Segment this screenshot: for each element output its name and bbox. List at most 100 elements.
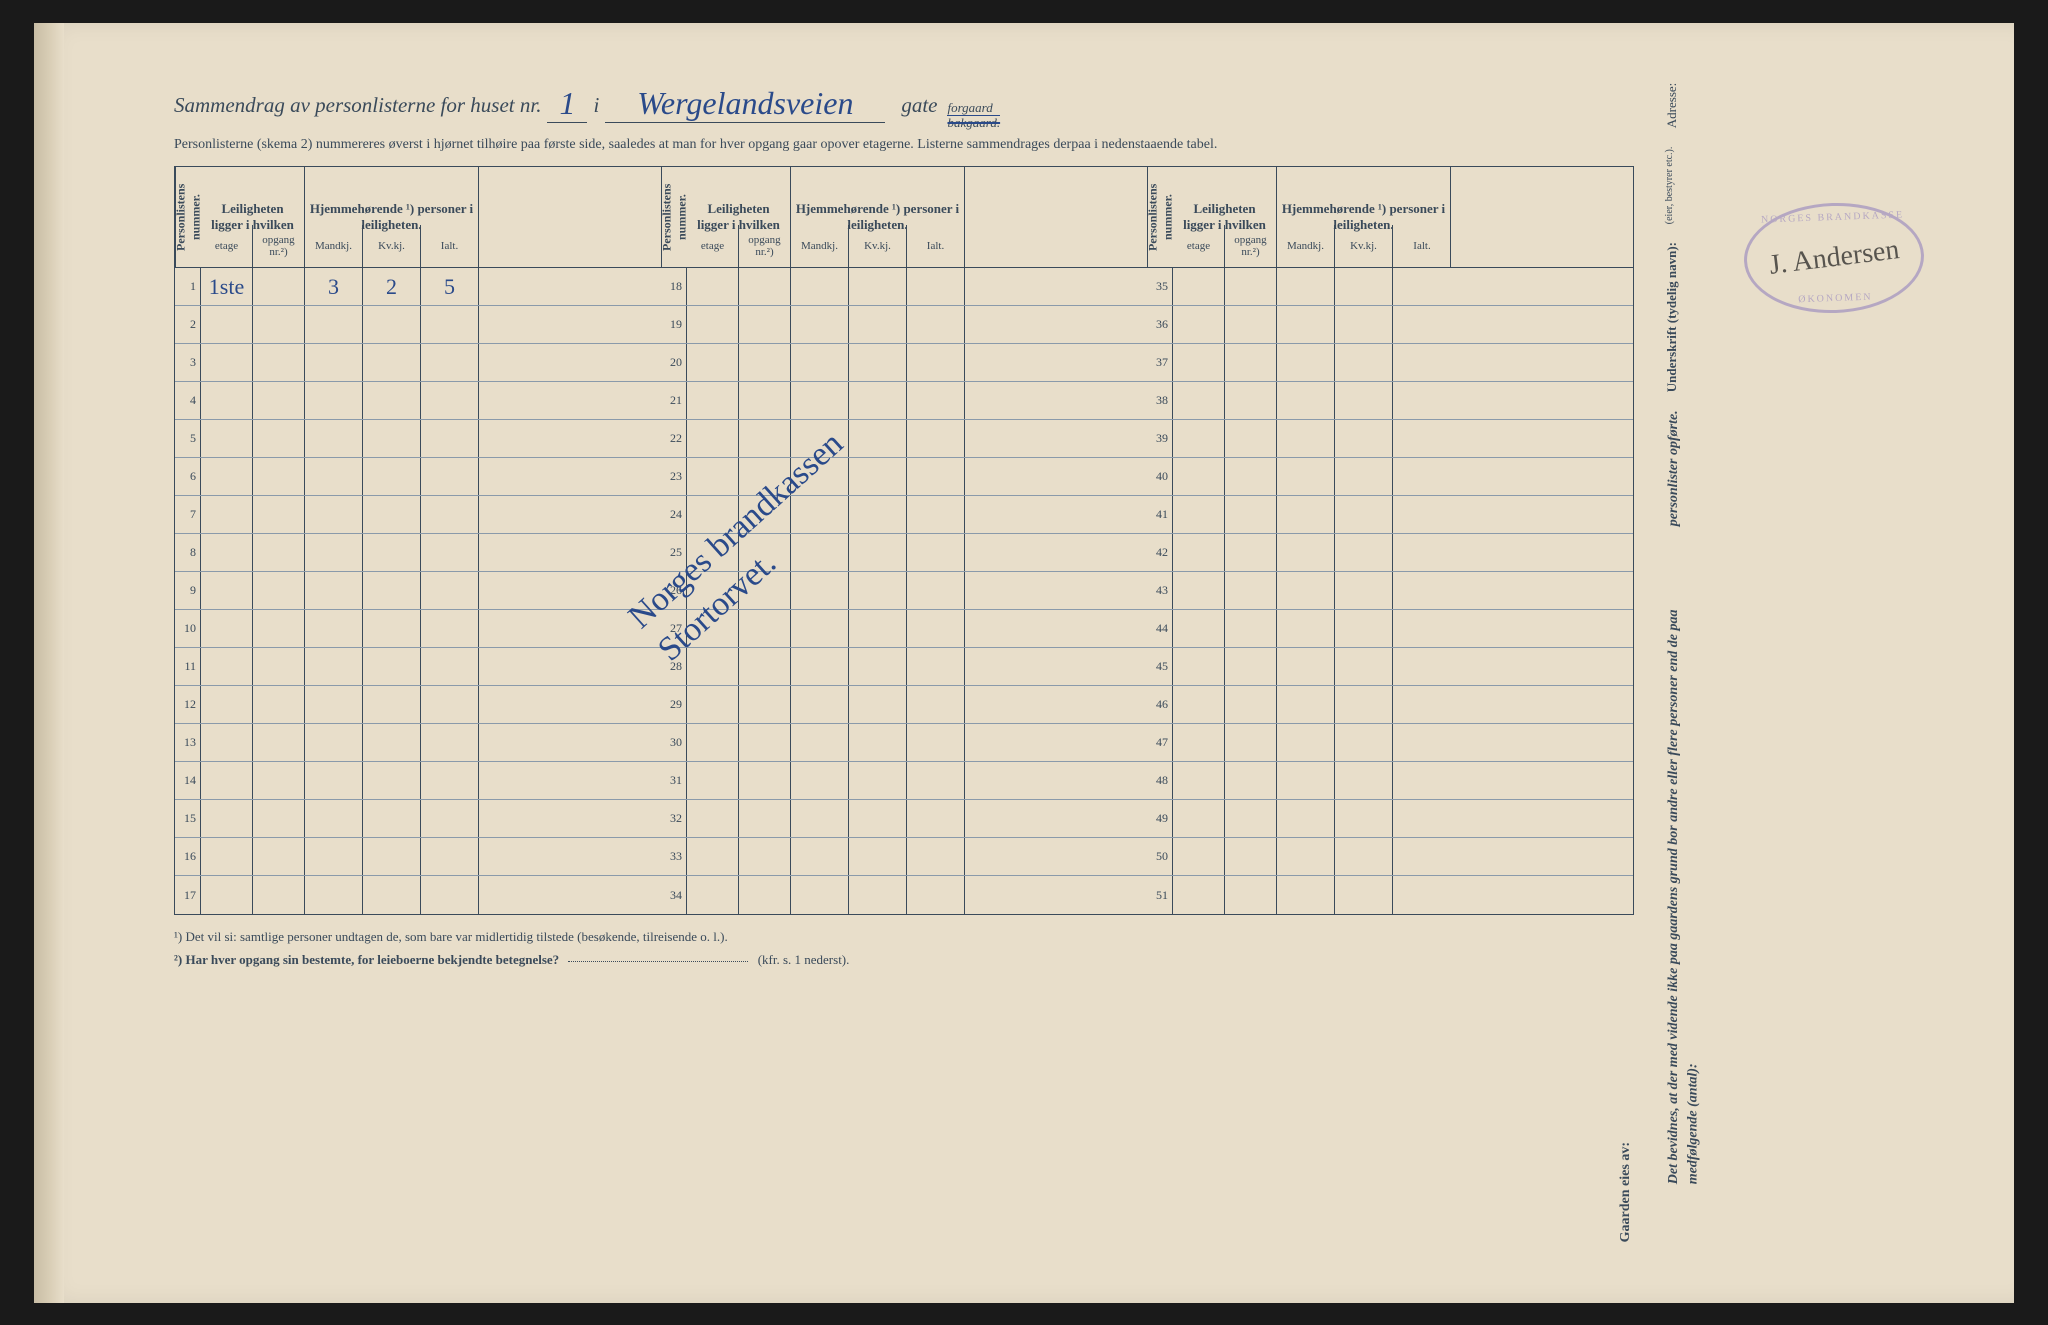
cell-ialt: [907, 610, 965, 647]
table-row: 11ste325: [175, 268, 661, 306]
cell-kvkj: [363, 382, 421, 419]
row-number: 33: [661, 838, 687, 875]
cell-ialt: [1393, 648, 1451, 685]
cell-opgang: [1225, 876, 1277, 914]
table-subheader-row: etage opgang nr.²) Mandkj. Kv.kj. Ialt.: [201, 225, 661, 268]
table-row: 32: [661, 800, 1147, 838]
table-row: 15: [175, 800, 661, 838]
cell-opgang: [1225, 496, 1277, 533]
cell-ialt: [421, 458, 479, 495]
cell-mandkj: [305, 572, 363, 609]
table-row: 38: [1147, 382, 1633, 420]
row-number: 22: [661, 420, 687, 457]
cell-kvkj: [363, 876, 421, 914]
cell-opgang: [739, 648, 791, 685]
cell-etage: [687, 876, 739, 914]
cell-mandkj: [791, 800, 849, 837]
sub-mandkj: Mandkj.: [1277, 225, 1335, 267]
cell-etage: [1173, 838, 1225, 875]
cell-ialt: [1393, 762, 1451, 799]
cell-opgang: [1225, 800, 1277, 837]
row-number: 1: [175, 268, 201, 305]
cell-mandkj: [305, 686, 363, 723]
cell-etage: [687, 610, 739, 647]
cell-kvkj: [363, 458, 421, 495]
sub-opgang: opgang nr.²): [253, 225, 305, 267]
cell-kvkj: [363, 762, 421, 799]
row-number: 23: [661, 458, 687, 495]
cell-ialt: [1393, 496, 1451, 533]
cell-etage: [687, 382, 739, 419]
cell-opgang: [253, 344, 305, 381]
footnote-2-q: ²) Har hver opgang sin bestemte, for lei…: [174, 952, 559, 967]
cell-ialt: [421, 724, 479, 761]
cell-kvkj: [363, 648, 421, 685]
bakgaard-label: bakgaard.: [947, 116, 1000, 129]
sub-mandkj: Mandkj.: [791, 225, 849, 267]
cell-mandkj: [305, 458, 363, 495]
cell-kvkj: [849, 420, 907, 457]
cell-kvkj: [849, 534, 907, 571]
cell-etage: [201, 762, 253, 799]
sub-etage: etage: [687, 225, 739, 267]
row-number: 43: [1147, 572, 1173, 609]
cell-opgang: [739, 876, 791, 914]
cell-ialt: [907, 458, 965, 495]
main-area: Sammendrag av personlisterne for huset n…: [174, 83, 1924, 1184]
table-row: 25: [661, 534, 1147, 572]
cell-ialt: [421, 686, 479, 723]
cell-etage: [1173, 686, 1225, 723]
cell-opgang: [1225, 724, 1277, 761]
gate-label: gate: [901, 93, 937, 118]
cell-etage: [201, 876, 253, 914]
cell-opgang: [1225, 534, 1277, 571]
cell-mandkj: [305, 306, 363, 343]
cell-ialt: [907, 838, 965, 875]
cell-opgang: [253, 534, 305, 571]
cell-kvkj: [363, 724, 421, 761]
cell-etage: [687, 534, 739, 571]
cell-etage: [1173, 724, 1225, 761]
cell-etage: [1173, 610, 1225, 647]
sub-kvkj: Kv.kj.: [1335, 225, 1393, 267]
cell-mandkj: [305, 382, 363, 419]
cell-opgang: [739, 724, 791, 761]
table-row: 8: [175, 534, 661, 572]
row-number: 5: [175, 420, 201, 457]
row-number: 20: [661, 344, 687, 381]
table-row: 40: [1147, 458, 1633, 496]
cell-opgang: [739, 306, 791, 343]
attestation-text: Det bevidnes, at der med vidende ikke pa…: [1664, 544, 1703, 1184]
sub-ialt: Ialt.: [1393, 225, 1451, 267]
table-subheader-row: etage opgang nr.²) Mandkj. Kv.kj. Ialt.: [687, 225, 1147, 268]
cell-etage: [201, 610, 253, 647]
table-row: 27: [661, 610, 1147, 648]
cell-mandkj: [305, 496, 363, 533]
cell-etage: [1173, 534, 1225, 571]
cell-ialt: [1393, 268, 1451, 305]
cell-opgang: [253, 876, 305, 914]
row-number: 19: [661, 306, 687, 343]
cell-opgang: [253, 572, 305, 609]
footnote-2-suffix: (kfr. s. 1 nederst).: [758, 952, 850, 967]
table-row: 3: [175, 344, 661, 382]
cell-kvkj: [849, 648, 907, 685]
row-number: 36: [1147, 306, 1173, 343]
cell-kvkj: [849, 458, 907, 495]
table-row: 36: [1147, 306, 1633, 344]
table-group-3: Personlistens nummer. Leiligheten ligger…: [1147, 167, 1633, 914]
table-group-2: Personlistens nummer. Leiligheten ligger…: [661, 167, 1147, 914]
street-name: Wergelandsveien: [605, 85, 885, 123]
cell-mandkj: [791, 268, 849, 305]
sub-etage: etage: [201, 225, 253, 267]
row-number: 42: [1147, 534, 1173, 571]
cell-ialt: [421, 876, 479, 914]
cell-mandkj: [305, 610, 363, 647]
cell-kvkj: [1335, 610, 1393, 647]
cell-opgang: [739, 762, 791, 799]
cell-opgang: [253, 686, 305, 723]
dotline: [568, 961, 748, 962]
table-row: 39: [1147, 420, 1633, 458]
cell-mandkj: [1277, 686, 1335, 723]
cell-ialt: [421, 610, 479, 647]
